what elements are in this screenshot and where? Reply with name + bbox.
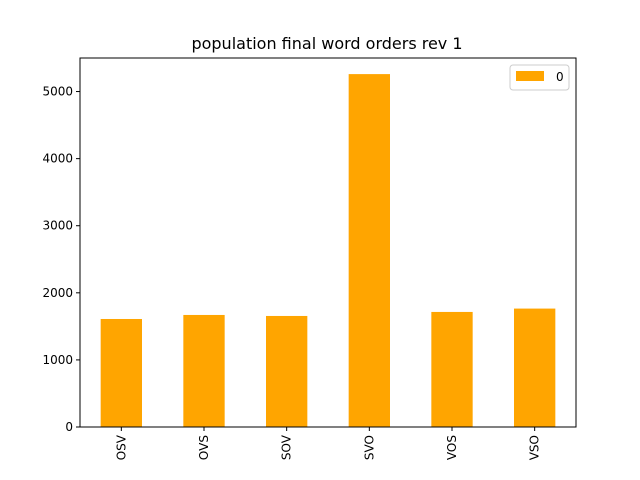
y-axis: 0 1000 2000 3000 4000 5000 bbox=[42, 85, 80, 434]
bar-ovs bbox=[183, 314, 225, 427]
x-tick-label-ovs: OVS bbox=[197, 435, 211, 460]
x-tick-label-osv: OSV bbox=[114, 434, 128, 460]
bar-vso bbox=[514, 308, 556, 427]
plot-frame bbox=[79, 57, 577, 428]
bar-vos bbox=[431, 311, 473, 427]
y-tick-label: 3000 bbox=[42, 219, 73, 233]
legend: 0 bbox=[509, 64, 570, 91]
bar-svo bbox=[348, 74, 390, 428]
bar-sov bbox=[266, 315, 308, 427]
chart-title: population final word orders rev 1 bbox=[191, 34, 462, 53]
y-tick-label: 5000 bbox=[42, 85, 73, 99]
bars-group bbox=[100, 74, 556, 428]
legend-swatch bbox=[516, 71, 544, 81]
legend-label: 0 bbox=[556, 70, 564, 84]
y-tick-label: 2000 bbox=[42, 286, 73, 300]
x-tick-label-sov: SOV bbox=[280, 434, 294, 460]
x-axis: OSV OVS SOV SVO VOS VSO bbox=[114, 427, 542, 460]
x-tick-label-vos: VOS bbox=[445, 435, 459, 460]
y-tick-label: 1000 bbox=[42, 353, 73, 367]
x-tick-label-svo: SVO bbox=[362, 435, 376, 460]
x-tick-label-vso: VSO bbox=[528, 435, 542, 460]
bar-osv bbox=[100, 318, 142, 427]
y-tick-label: 4000 bbox=[42, 152, 73, 166]
y-tick-label: 0 bbox=[65, 420, 73, 434]
